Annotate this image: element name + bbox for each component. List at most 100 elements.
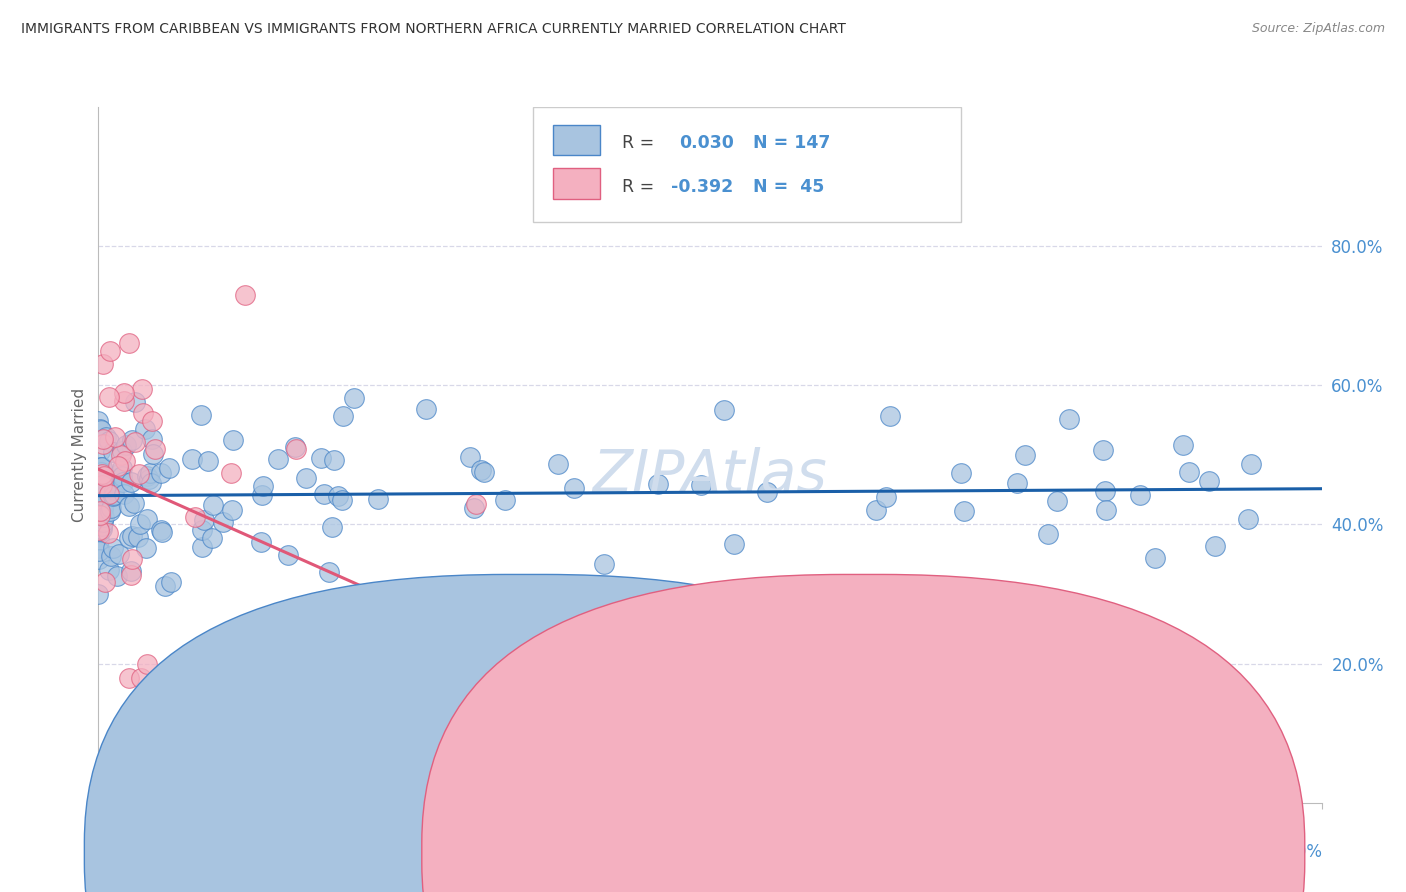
Text: 100.0%: 100.0% <box>1258 843 1322 861</box>
Point <box>120 568 142 582</box>
Point <box>219 467 242 481</box>
Point <box>91 467 114 481</box>
Point <box>723 537 745 551</box>
FancyBboxPatch shape <box>554 125 600 155</box>
Text: N =  45: N = 45 <box>752 178 824 196</box>
Point <box>160 574 183 589</box>
Point <box>1057 412 1080 426</box>
Point <box>91 501 114 516</box>
Point <box>1129 488 1152 502</box>
Point <box>193 513 215 527</box>
Point <box>221 503 243 517</box>
Point <box>233 288 256 302</box>
Point <box>150 524 173 538</box>
Point <box>87 506 110 520</box>
Point <box>689 478 711 492</box>
Point <box>322 453 344 467</box>
Point <box>211 516 233 530</box>
Point <box>100 549 122 563</box>
Point <box>1046 494 1069 508</box>
Point <box>90 522 112 536</box>
Point <box>93 437 115 451</box>
Point <box>118 499 141 513</box>
Point <box>472 466 495 480</box>
Point <box>107 459 129 474</box>
Point <box>89 443 111 458</box>
Point <box>755 484 778 499</box>
Point <box>89 422 111 436</box>
Point <box>89 503 111 517</box>
Point <box>112 487 135 501</box>
Point <box>131 406 153 420</box>
Point <box>141 432 163 446</box>
Point <box>131 382 153 396</box>
Point <box>713 403 735 417</box>
Point <box>103 541 125 555</box>
Point <box>103 488 125 502</box>
Point <box>87 508 110 522</box>
Text: Immigrants from Northern Africa: Immigrants from Northern Africa <box>891 846 1142 860</box>
Point <box>134 422 156 436</box>
Point <box>423 579 446 593</box>
Point <box>87 533 110 548</box>
Point <box>547 457 569 471</box>
Point <box>128 467 150 481</box>
Point <box>89 494 111 508</box>
Point <box>190 540 212 554</box>
Point <box>1091 442 1114 457</box>
Point <box>495 726 517 740</box>
Point <box>142 446 165 460</box>
Point <box>93 574 115 589</box>
Point <box>122 496 145 510</box>
Point <box>108 466 131 480</box>
Point <box>454 684 477 698</box>
Point <box>89 459 111 474</box>
Point <box>98 487 121 501</box>
Point <box>96 429 118 443</box>
Point <box>120 564 142 578</box>
Point <box>98 390 121 404</box>
Point <box>160 664 183 678</box>
Text: IMMIGRANTS FROM CARIBBEAN VS IMMIGRANTS FROM NORTHERN AFRICA CURRENTLY MARRIED C: IMMIGRANTS FROM CARIBBEAN VS IMMIGRANTS … <box>21 22 846 37</box>
Point <box>100 343 122 358</box>
Point <box>191 523 214 537</box>
Point <box>138 466 160 480</box>
Point <box>330 492 353 507</box>
Point <box>97 563 120 577</box>
Point <box>1237 512 1260 526</box>
Point <box>318 565 340 579</box>
Point <box>277 548 299 562</box>
Point <box>457 582 479 596</box>
Point <box>1014 448 1036 462</box>
Point <box>90 507 112 521</box>
Point <box>464 497 486 511</box>
Point <box>314 487 336 501</box>
Point <box>572 726 595 740</box>
Point <box>201 531 224 545</box>
Point <box>415 402 437 417</box>
Point <box>129 516 152 531</box>
Point <box>98 434 121 449</box>
Point <box>89 462 111 476</box>
Point <box>87 493 110 508</box>
Point <box>87 515 110 529</box>
Point <box>91 519 114 533</box>
Point <box>222 434 245 448</box>
Point <box>184 509 207 524</box>
FancyBboxPatch shape <box>554 169 600 199</box>
Point <box>89 523 111 537</box>
Point <box>138 472 160 486</box>
Point <box>953 504 976 518</box>
Point <box>111 461 134 475</box>
Point <box>101 489 124 503</box>
Point <box>129 671 152 685</box>
Point <box>89 543 111 558</box>
Point <box>121 552 143 566</box>
Point <box>141 414 163 428</box>
Point <box>93 468 115 483</box>
Point <box>91 501 114 516</box>
Point <box>93 510 115 524</box>
Point <box>1005 475 1028 490</box>
Point <box>114 454 136 468</box>
Point <box>112 393 135 408</box>
